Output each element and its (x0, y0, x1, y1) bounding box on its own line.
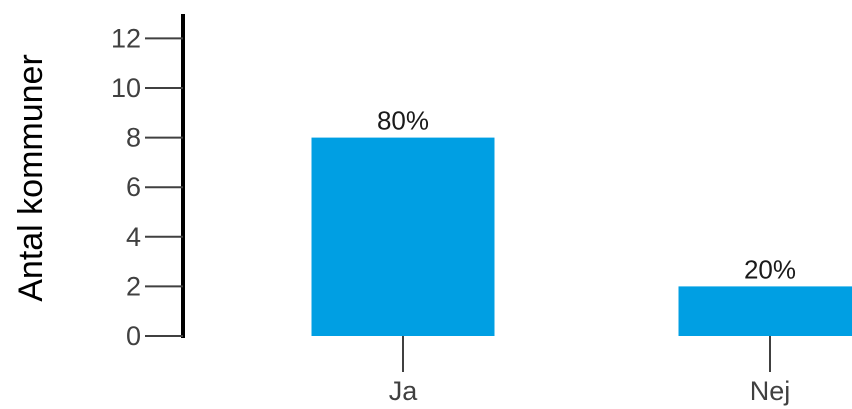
y-tick-label: 4 (126, 222, 141, 252)
x-axis: Ja Nej (389, 336, 791, 406)
y-tick-label: 0 (126, 321, 141, 351)
y-axis-title: Antal kommuner (12, 54, 50, 302)
x-tick-label: Nej (750, 376, 791, 406)
bar (311, 137, 495, 336)
y-tick-label: 12 (111, 23, 141, 53)
bars: 80% 20% (311, 106, 852, 336)
bar (678, 286, 852, 336)
y-axis: 0 2 4 6 8 10 12 (111, 14, 185, 351)
bar-data-label: 80% (377, 106, 429, 136)
y-tick-label: 8 (126, 123, 141, 153)
y-tick-label: 6 (126, 172, 141, 202)
y-tick-label: 10 (111, 73, 141, 103)
x-tick-label: Ja (389, 376, 419, 406)
bar-data-label: 20% (744, 254, 796, 284)
y-tick-label: 2 (126, 271, 141, 301)
